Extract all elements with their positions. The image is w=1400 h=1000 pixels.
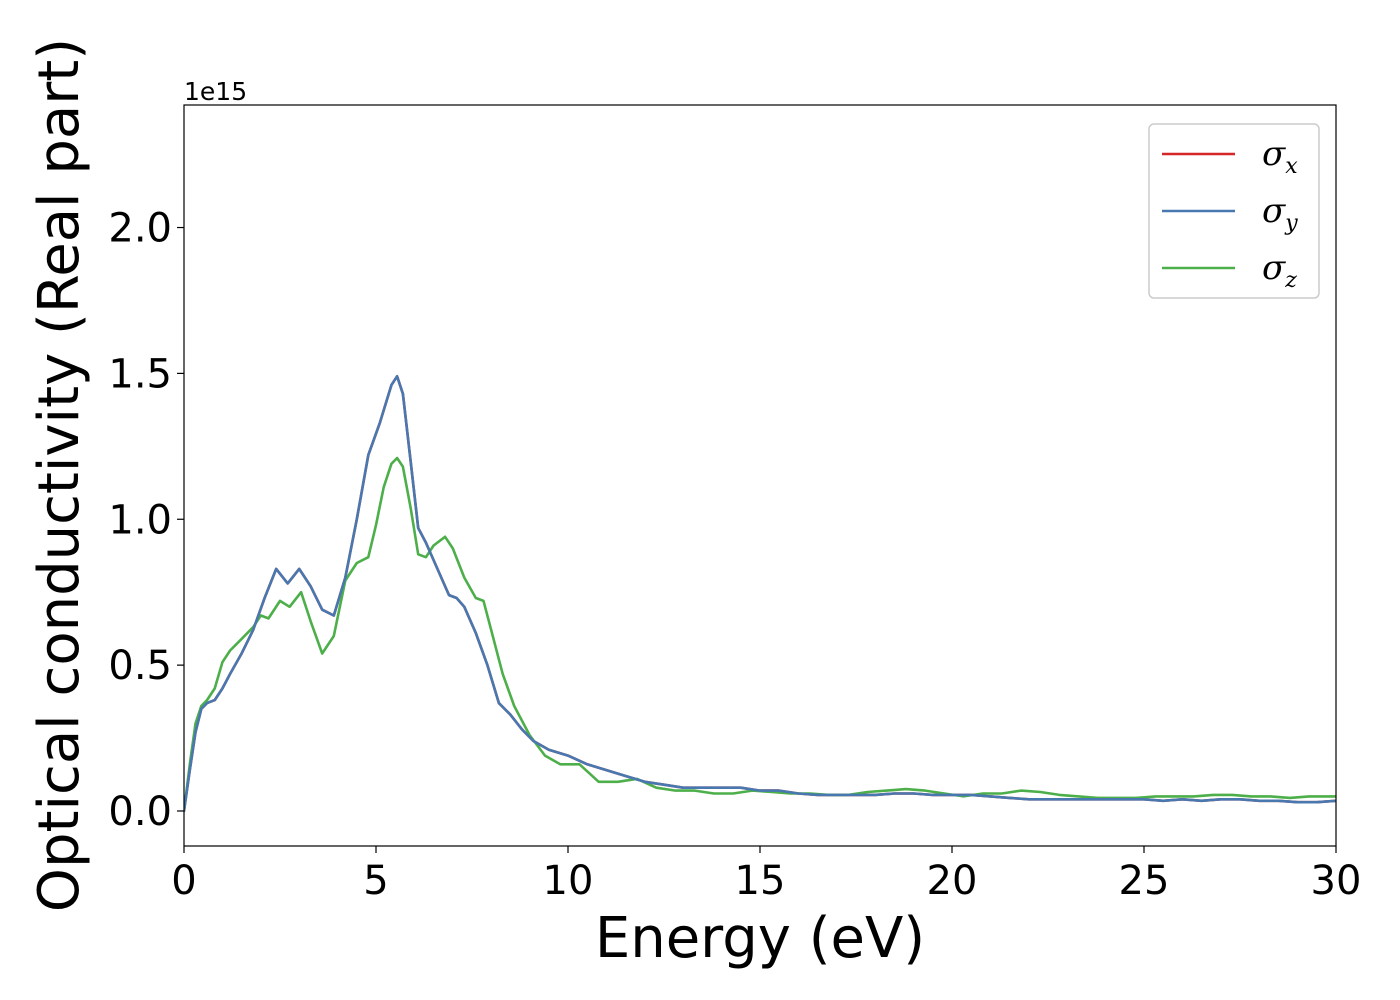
legend-symbol: σ bbox=[1262, 191, 1286, 231]
x-tick-label: 5 bbox=[363, 858, 388, 904]
y-tick-label: 2.0 bbox=[108, 206, 172, 252]
series-line-sigma-z bbox=[184, 456, 1336, 813]
x-tick-label: 20 bbox=[927, 858, 978, 904]
x-tick-label: 0 bbox=[171, 858, 196, 904]
legend-subscript: z bbox=[1284, 268, 1297, 293]
y-tick-label: 1.0 bbox=[108, 497, 172, 543]
legend-symbol: σ bbox=[1262, 248, 1286, 288]
x-tick-label: 30 bbox=[1311, 858, 1362, 904]
series-line-sigma-y bbox=[184, 375, 1336, 813]
x-axis-label: Energy (eV) bbox=[595, 906, 925, 971]
legend-subscript: y bbox=[1284, 211, 1298, 236]
legend-subscript: x bbox=[1285, 154, 1298, 179]
legend-label-sigma-x: σx bbox=[1262, 134, 1298, 179]
series-layer bbox=[184, 375, 1336, 813]
x-tick-label: 10 bbox=[543, 858, 594, 904]
legend-symbol: σ bbox=[1262, 134, 1286, 174]
y-tick-label: 0.0 bbox=[108, 789, 172, 835]
y-axis: 0.0 0.5 1.0 1.5 2.0 bbox=[108, 206, 184, 835]
legend-label-sigma-z: σz bbox=[1262, 248, 1297, 293]
y-axis-label: Optical conductivity (Real part) bbox=[27, 38, 92, 912]
x-tick-label: 15 bbox=[735, 858, 786, 904]
x-tick-label: 25 bbox=[1119, 858, 1170, 904]
y-tick-label: 0.5 bbox=[108, 643, 172, 689]
x-axis: 0 5 10 15 20 25 30 bbox=[171, 846, 1361, 904]
legend-label-sigma-y: σy bbox=[1262, 191, 1298, 236]
y-offset-text: 1e15 bbox=[184, 77, 247, 106]
y-tick-label: 1.5 bbox=[108, 351, 172, 397]
